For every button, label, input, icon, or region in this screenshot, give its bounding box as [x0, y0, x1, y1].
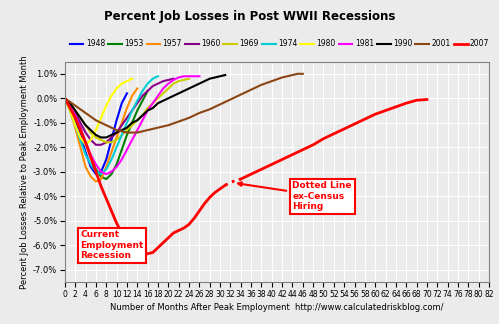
Legend: 1948, 1953, 1957, 1960, 1969, 1974, 1980, 1981, 1990, 2001, 2007: 1948, 1953, 1957, 1960, 1969, 1974, 1980…: [67, 36, 492, 51]
X-axis label: Number of Months After Peak Employment  http://www.calculatedriskblog.com/: Number of Months After Peak Employment h…: [110, 303, 444, 312]
Y-axis label: Percent Job Losses Relative to Peak Employment Month: Percent Job Losses Relative to Peak Empl…: [20, 55, 29, 289]
Text: Current
Employment
Recession: Current Employment Recession: [80, 230, 144, 260]
Text: Percent Job Losses in Post WWII Recessions: Percent Job Losses in Post WWII Recessio…: [104, 10, 395, 23]
Text: Dotted Line
ex-Census
Hiring: Dotted Line ex-Census Hiring: [238, 181, 352, 211]
